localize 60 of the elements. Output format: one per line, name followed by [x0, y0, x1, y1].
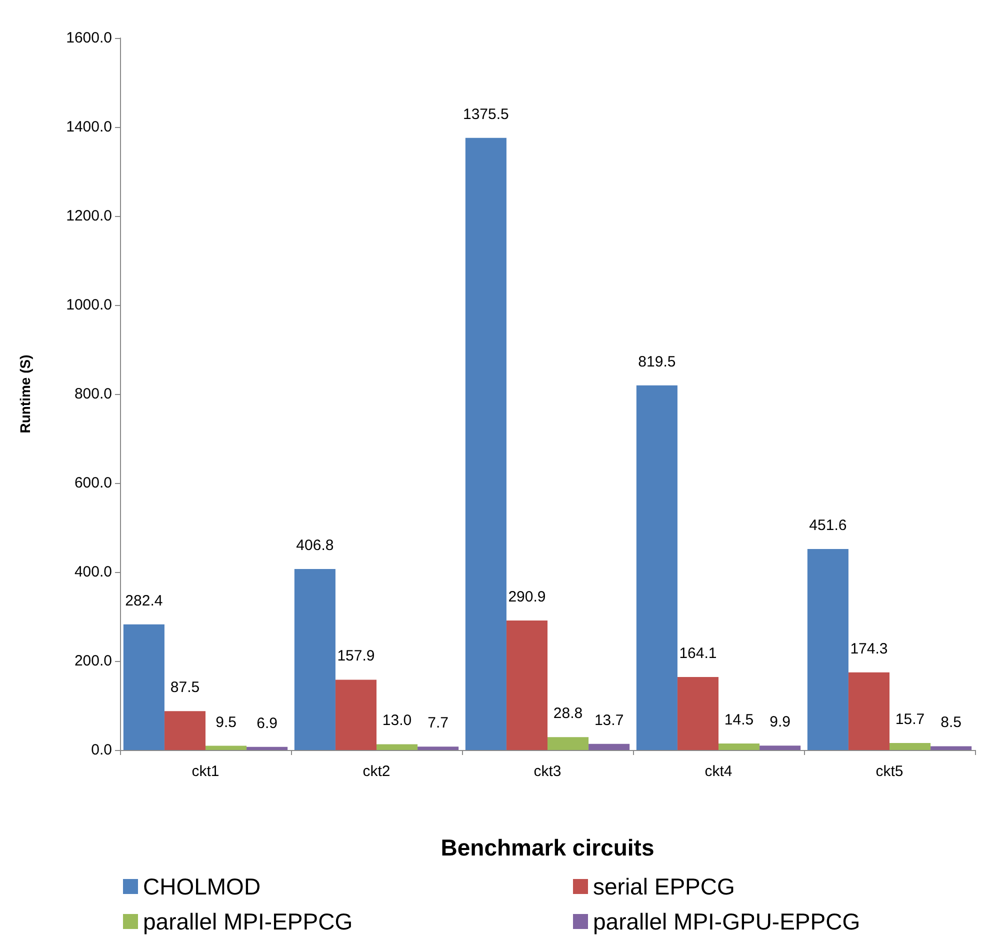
y-tick-label: 0.0 [91, 742, 112, 758]
bar [548, 737, 589, 750]
data-label: 28.8 [553, 705, 583, 722]
bar [123, 624, 164, 750]
legend-label: parallel MPI-EPPCG [143, 908, 353, 934]
bar [206, 746, 247, 750]
y-tick-label: 1000.0 [66, 296, 112, 314]
y-tick-label: 1600.0 [66, 30, 112, 46]
bar [335, 680, 376, 750]
data-label: 451.6 [809, 517, 847, 534]
bar [164, 711, 206, 750]
bar [246, 746, 288, 750]
bar [636, 385, 678, 750]
x-tick-label: ckt4 [704, 763, 732, 780]
bar [890, 743, 931, 750]
data-label: 8.5 [940, 714, 962, 732]
data-label: 13.0 [382, 712, 412, 730]
bar [848, 672, 890, 750]
bar [588, 744, 630, 750]
data-label: 164.1 [679, 644, 717, 662]
legend-label: parallel MPI-GPU-EPPCG [593, 908, 860, 934]
bar [418, 746, 459, 750]
data-label: 406.8 [296, 536, 334, 554]
data-label: 290.9 [508, 588, 546, 606]
data-label: 157.9 [337, 648, 375, 665]
data-label: 13.7 [594, 712, 624, 729]
data-label: 9.9 [770, 714, 790, 731]
data-label: 14.5 [724, 712, 754, 729]
data-label: 819.5 [638, 353, 676, 370]
y-tick-label: 1400.0 [66, 118, 112, 136]
x-tick-label: ckt1 [192, 763, 220, 780]
bar [677, 676, 718, 750]
bar [506, 620, 548, 750]
y-tick-label: 800.0 [74, 386, 112, 402]
data-label: 87.5 [170, 679, 200, 696]
y-tick-label: 600.0 [74, 474, 112, 492]
data-label: 1375.5 [462, 106, 509, 123]
data-label: 9.5 [216, 714, 236, 731]
y-tick-label: 200.0 [74, 652, 112, 670]
data-label: 282.4 [125, 592, 163, 610]
data-label: 7.7 [428, 714, 448, 732]
x-tick-label: ckt5 [876, 763, 904, 780]
bar [807, 549, 848, 750]
bar [760, 746, 801, 750]
data-label: 174.3 [850, 640, 888, 658]
bar [718, 744, 760, 750]
x-tick-label: ckt2 [362, 763, 390, 780]
bar [376, 744, 418, 750]
legend-label: serial EPPCG [593, 874, 735, 900]
bar [465, 138, 506, 750]
y-tick-label: 1200.0 [66, 208, 112, 224]
y-tick-label: 400.0 [74, 564, 112, 580]
bar [294, 568, 336, 750]
bar [930, 746, 972, 750]
legend-label: CHOLMOD [143, 874, 261, 900]
data-label: 6.9 [256, 714, 278, 732]
data-label: 15.7 [895, 711, 925, 728]
y-axis-title: Runtime (S) [17, 354, 33, 434]
x-tick-label: ckt3 [534, 763, 562, 780]
x-axis-title: Benchmark circuits [440, 834, 654, 860]
